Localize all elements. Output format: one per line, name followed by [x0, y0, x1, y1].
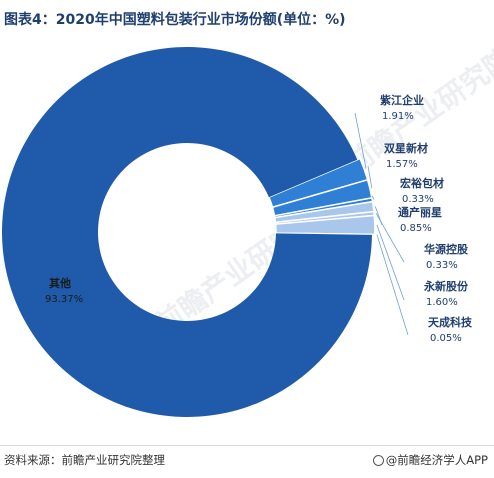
slice-value-1: 1.91% — [382, 111, 414, 122]
slice-label-3: 宏裕包材 — [400, 176, 444, 190]
slice-value-4: 0.85% — [400, 223, 432, 234]
slice-label-5: 华源控股 — [424, 242, 469, 256]
slice-value-7: 0.05% — [430, 333, 462, 344]
leader-line-3 — [371, 195, 375, 200]
slice-label-4: 通产丽星 — [398, 205, 442, 219]
slice-label-7: 天成科技 — [428, 315, 473, 329]
leader-line-2 — [367, 165, 373, 189]
brand-credit: @前瞻经济学人APP — [372, 452, 488, 468]
leader-line-5 — [375, 213, 405, 263]
slice-7 — [275, 232, 376, 236]
leader-line-1 — [354, 112, 367, 169]
slice-label-1: 紫江企业 — [380, 93, 424, 107]
slice-value-3: 0.33% — [402, 194, 434, 205]
leader-line-7 — [376, 234, 409, 336]
leader-line-6 — [376, 224, 405, 301]
slice-label-6: 永新股份 — [423, 279, 469, 293]
chart-title: 图表4：2020年中国塑料包装行业市场份额(单位：%) — [4, 12, 346, 28]
slice-value-other: 93.37% — [45, 294, 83, 305]
slice-value-5: 0.33% — [426, 260, 458, 271]
brand-text: @前瞻经济学人APP — [385, 453, 488, 467]
slice-label-2: 双星新材 — [384, 141, 428, 155]
slice-value-2: 1.57% — [386, 159, 418, 170]
source-note: 资料来源：前瞻产业研究院整理 — [4, 453, 165, 467]
footer-divider — [0, 445, 494, 446]
slice-value-6: 1.60% — [426, 297, 458, 308]
slice-8 — [1, 46, 372, 417]
camera-icon — [372, 455, 384, 466]
slice-label-other: 其他 — [49, 276, 71, 290]
